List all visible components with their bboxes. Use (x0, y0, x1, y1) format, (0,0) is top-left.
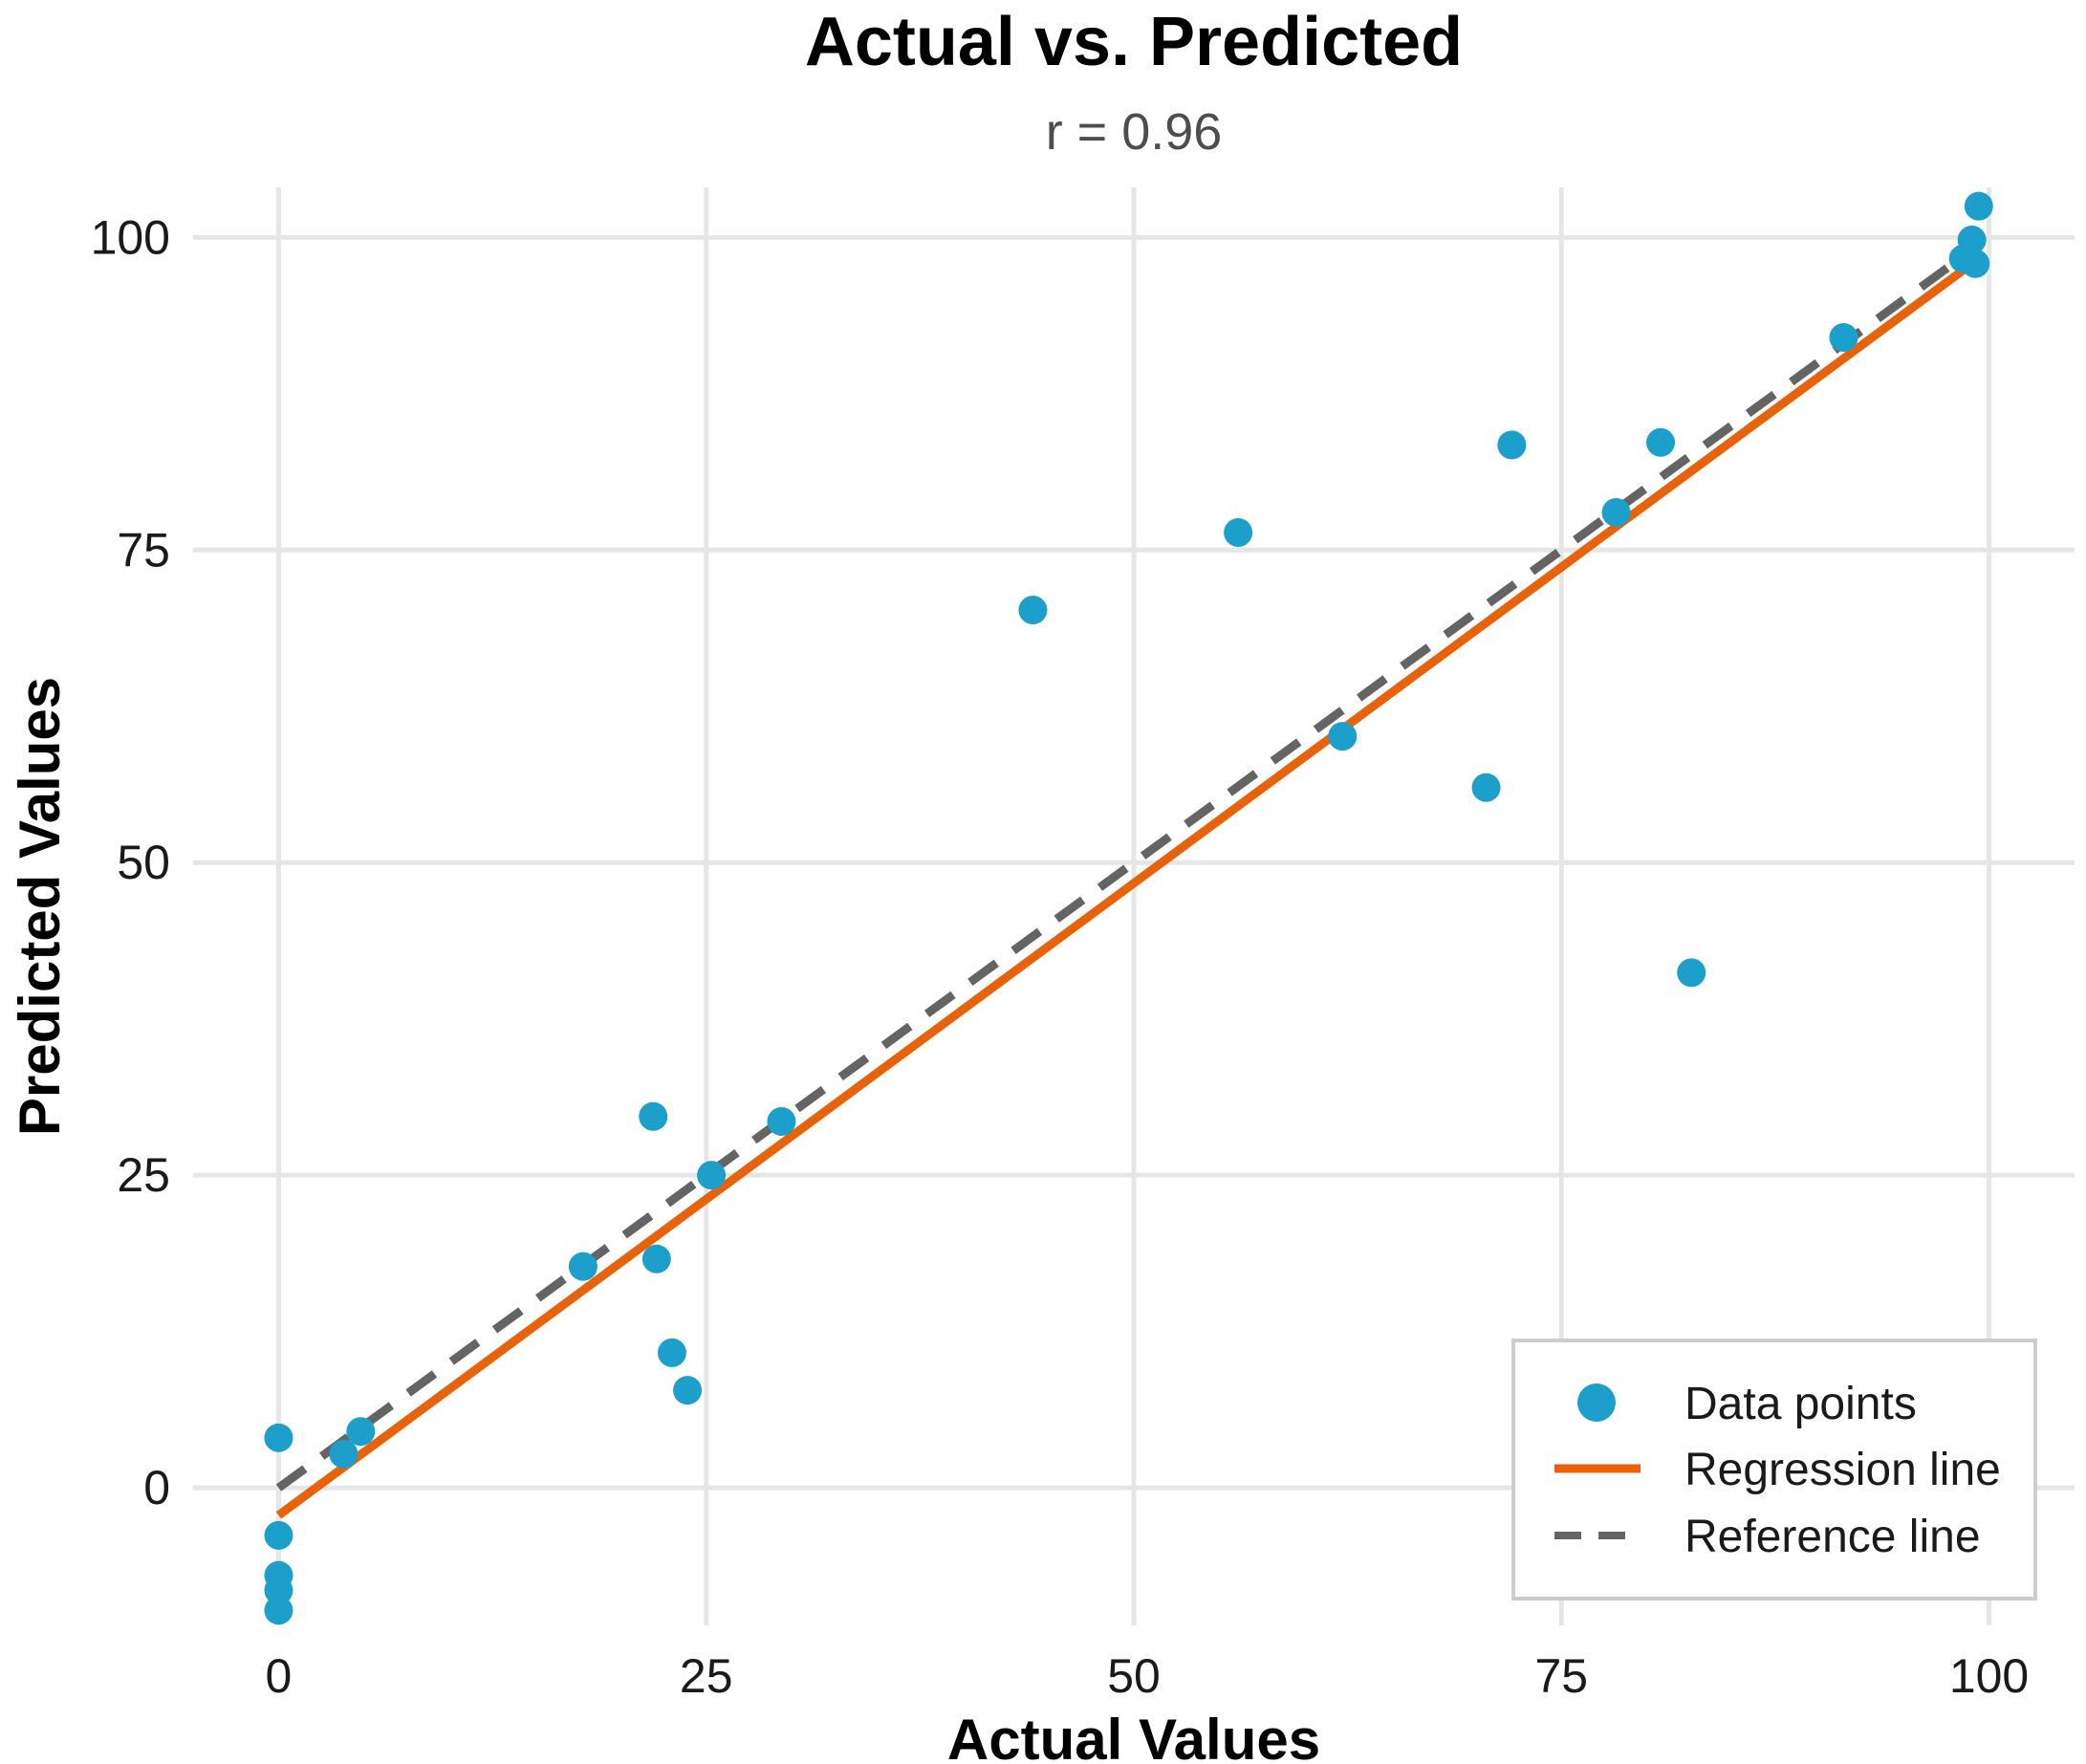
legend: Data points Regression line Reference li… (1511, 1339, 2037, 1601)
legend-data-points-swatch (1577, 1383, 1616, 1422)
y-axis-label: Predicted Values (8, 677, 72, 1136)
reference-line-layer (275, 241, 1982, 1492)
data-point (1957, 225, 1987, 254)
y-axis-ticks: 0 25 50 75 100 (91, 210, 170, 1514)
chart-subtitle: r = 0.96 (1046, 103, 1223, 161)
data-point (697, 1161, 727, 1190)
legend-data-points-label: Data points (1684, 1379, 1917, 1429)
y-tick-label: 25 (117, 1148, 170, 1202)
x-tick-label: 100 (1949, 1649, 2029, 1703)
data-point (1601, 498, 1631, 528)
y-tick-label: 100 (91, 210, 170, 264)
y-tick-label: 0 (143, 1461, 170, 1514)
data-point (329, 1439, 359, 1469)
data-point (673, 1376, 703, 1405)
data-point (1829, 322, 1858, 352)
grid (193, 187, 2075, 1625)
data-point (264, 1596, 293, 1625)
data-point (1018, 596, 1048, 625)
data-point (1961, 249, 1990, 278)
data-point (264, 1423, 293, 1452)
legend-regression-label: Regression line (1684, 1445, 2001, 1495)
data-point (1677, 958, 1706, 988)
data-points (264, 191, 1993, 1625)
x-tick-label: 25 (680, 1649, 733, 1703)
chart-title: Actual vs. Predicted (805, 4, 1463, 80)
data-point (657, 1338, 686, 1367)
x-tick-label: 50 (1107, 1649, 1161, 1703)
data-point (264, 1576, 293, 1605)
data-point (641, 1244, 671, 1274)
data-point (1646, 427, 1676, 457)
data-point (264, 1520, 293, 1550)
data-point (1964, 191, 1993, 221)
legend-reference-label: Reference line (1684, 1512, 1981, 1562)
data-point (1471, 773, 1501, 802)
regression-line-layer (275, 254, 1982, 1519)
y-tick-label: 75 (117, 523, 170, 577)
data-point (1497, 430, 1527, 460)
data-point (568, 1252, 598, 1281)
reference-line (275, 241, 1982, 1492)
regression-line (275, 254, 1982, 1519)
x-axis-ticks: 0 25 50 75 100 (266, 1649, 2030, 1703)
data-point (1224, 517, 1253, 547)
x-axis-label: Actual Values (947, 1708, 1320, 1764)
x-tick-label: 0 (266, 1649, 293, 1703)
data-point (1328, 722, 1358, 751)
x-tick-label: 75 (1534, 1649, 1588, 1703)
data-point (346, 1417, 376, 1447)
data-point (639, 1101, 668, 1131)
data-point (767, 1106, 796, 1136)
y-tick-label: 50 (117, 836, 170, 889)
